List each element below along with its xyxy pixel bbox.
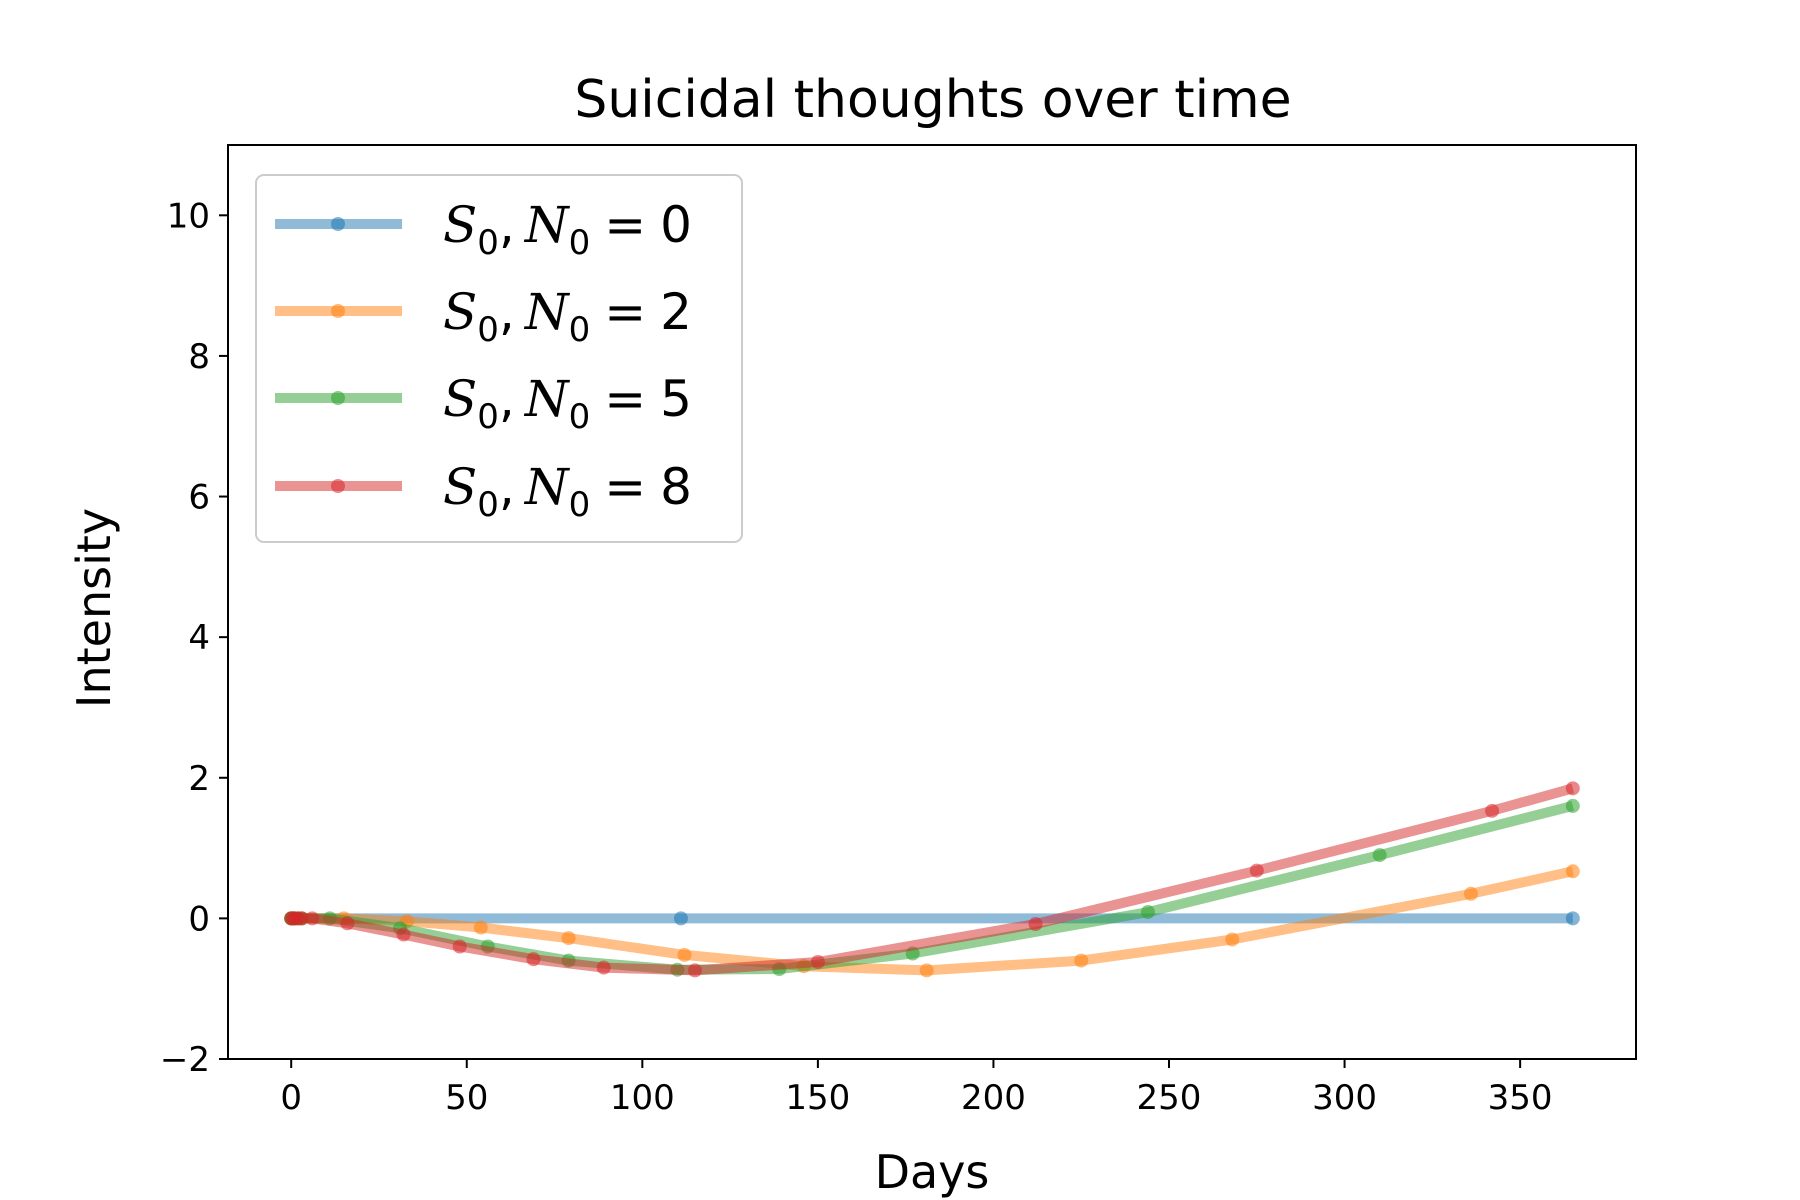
legend-label-part: N	[524, 370, 571, 428]
data-point	[526, 952, 541, 967]
legend-entry: S0, N0 = 8	[275, 458, 692, 525]
data-point	[1249, 863, 1264, 878]
legend-label-part: N	[524, 196, 571, 254]
x-tick-label: 50	[445, 1078, 488, 1118]
legend-label-part: 0	[477, 310, 499, 350]
data-point	[1463, 886, 1478, 901]
legend-swatch-marker	[331, 304, 345, 318]
data-point	[396, 927, 411, 942]
legend-label-part: S	[443, 283, 477, 341]
data-point	[452, 939, 467, 954]
x-axis-label: Days	[875, 1145, 990, 1199]
legend-label-part: N	[524, 283, 571, 341]
legend-label-part: S	[443, 370, 477, 428]
legend-label-part: N	[524, 458, 571, 516]
chart-title: Suicidal thoughts over time	[574, 70, 1291, 130]
data-point	[1372, 848, 1387, 863]
legend-entries: S0, N0 = 0S0, N0 = 2S0, N0 = 5S0, N0 = 8	[275, 196, 692, 525]
legend-swatch-marker	[331, 217, 345, 231]
y-tick-label: 0	[188, 899, 210, 939]
legend-frame	[255, 174, 743, 543]
data-point	[305, 911, 320, 926]
legend-label-part: ,	[499, 283, 515, 341]
y-tick-label: 10	[167, 196, 210, 236]
data-point	[1565, 798, 1580, 813]
x-tick-label: 300	[1312, 1078, 1377, 1118]
data-point	[596, 960, 611, 975]
y-axis-ticks: −2 0 2 4 6 8 10	[160, 196, 228, 1080]
legend-swatch-marker	[331, 391, 345, 405]
y-tick-label: 4	[188, 618, 210, 658]
legend-label-part: ,	[499, 370, 515, 428]
series-3	[284, 781, 1580, 978]
legend-entry: S0, N0 = 0	[275, 196, 692, 263]
legend-label-part: ,	[499, 458, 515, 516]
data-point	[919, 963, 934, 978]
legend-label-part: S	[443, 196, 477, 254]
data-point	[677, 947, 692, 962]
legend-label-part: 0	[569, 485, 591, 525]
legend: S0, N0 = 0S0, N0 = 2S0, N0 = 5S0, N0 = 8	[255, 174, 743, 543]
data-point	[1565, 911, 1580, 926]
y-axis-label: Intensity	[67, 508, 121, 708]
legend-label: S0, N0 = 2	[443, 283, 692, 350]
legend-label-part: 0	[569, 397, 591, 437]
legend-label: S0, N0 = 0	[443, 196, 692, 263]
data-point	[810, 954, 825, 969]
data-point	[673, 911, 688, 926]
data-point	[687, 963, 702, 978]
data-point	[1140, 905, 1155, 920]
x-tick-label: 100	[610, 1078, 675, 1118]
legend-label-part: 0	[477, 397, 499, 437]
legend-label-part: ,	[499, 196, 515, 254]
legend-label-part: =	[604, 196, 646, 254]
legend-label-part: 8	[660, 458, 692, 516]
x-axis-ticks: 0 50 100 150 200 250 300 350	[280, 1059, 1553, 1118]
y-tick-label: 8	[188, 337, 210, 377]
series-layer	[284, 781, 1580, 978]
legend-label-part: 0	[477, 485, 499, 525]
legend-label-part: =	[604, 283, 646, 341]
data-point	[1074, 953, 1089, 968]
x-tick-label: 200	[961, 1078, 1026, 1118]
data-point	[1565, 781, 1580, 796]
x-tick-label: 250	[1137, 1078, 1202, 1118]
y-tick-label: −2	[160, 1040, 210, 1080]
legend-entry: S0, N0 = 5	[275, 370, 692, 437]
legend-label: S0, N0 = 5	[443, 370, 692, 437]
legend-label-part: S	[443, 458, 477, 516]
legend-label-part: 2	[660, 283, 692, 341]
legend-swatch-marker	[331, 479, 345, 493]
legend-label-part: 5	[660, 370, 692, 428]
data-point	[340, 916, 355, 931]
x-tick-label: 350	[1488, 1078, 1553, 1118]
data-point	[561, 931, 576, 946]
legend-label-part: 0	[569, 310, 591, 350]
data-point	[473, 920, 488, 935]
data-point	[1028, 917, 1043, 932]
legend-entry: S0, N0 = 2	[275, 283, 692, 350]
legend-label: S0, N0 = 8	[443, 458, 692, 525]
legend-label-part: =	[604, 458, 646, 516]
x-tick-label: 150	[785, 1078, 850, 1118]
legend-label-part: =	[604, 370, 646, 428]
x-tick-label: 0	[280, 1078, 302, 1118]
legend-label-part: 0	[569, 223, 591, 263]
data-point	[1565, 864, 1580, 879]
legend-label-part: 0	[477, 223, 499, 263]
data-point	[1485, 803, 1500, 818]
data-point	[1225, 932, 1240, 947]
data-point	[294, 911, 309, 926]
y-tick-label: 2	[188, 759, 210, 799]
legend-label-part: 0	[660, 196, 692, 254]
y-tick-label: 6	[188, 478, 210, 518]
